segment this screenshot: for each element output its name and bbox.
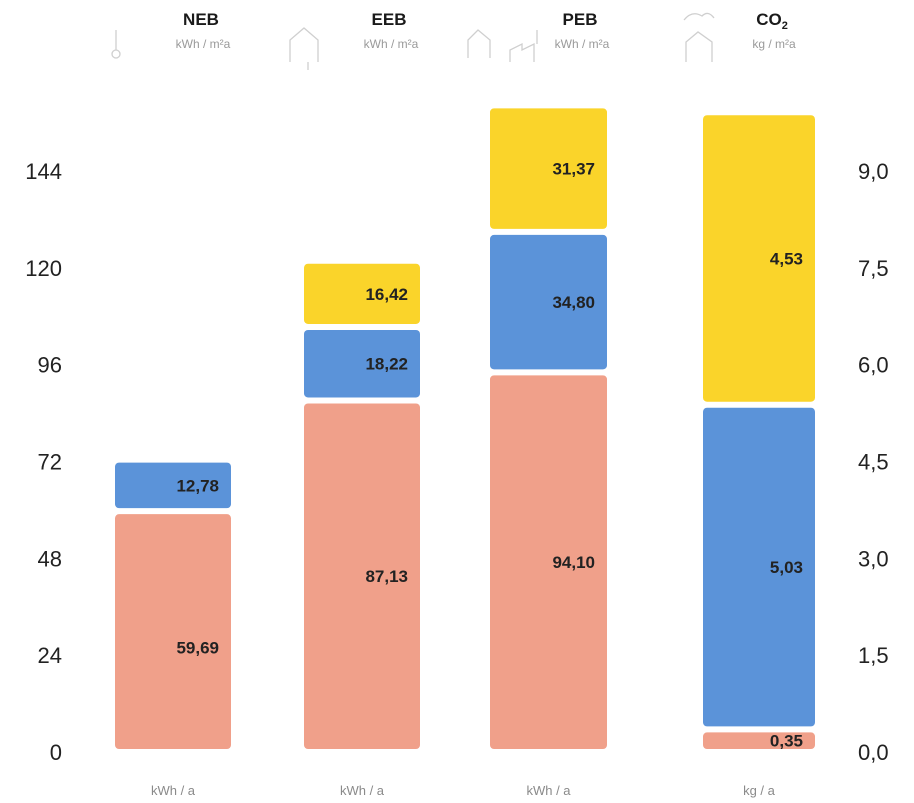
category-unit-bottom: kWh / a (526, 783, 571, 798)
bar-segment (304, 329, 420, 398)
category-unit-bottom: kWh / a (340, 783, 385, 798)
left-axis-tick-label: 24 (38, 643, 62, 668)
cloud-house-icon (683, 12, 715, 62)
left-axis-tick-label: 144 (25, 159, 62, 184)
bar-value-label: 5,03 (770, 558, 803, 577)
bar-value-label: 4,53 (770, 249, 803, 268)
bar-segment (490, 108, 607, 229)
bar-value-label: 87,13 (365, 567, 408, 586)
category-title: PEB (563, 10, 598, 29)
bar-value-label: 12,78 (176, 476, 219, 495)
right-axis-tick-label: 7,5 (858, 256, 889, 281)
house-factory-icon (467, 29, 538, 62)
right-axis-tick-label: 0,0 (858, 740, 889, 765)
category-title: EEB (372, 10, 407, 29)
bar-segment (490, 234, 607, 370)
left-axis-tick-label: 72 (38, 450, 62, 475)
left-axis-tick-label: 48 (38, 546, 62, 571)
left-axis-tick-label: 0 (50, 740, 62, 765)
bar-value-label: 31,37 (552, 160, 595, 179)
category-title: CO2 (756, 10, 788, 32)
bar-value-label: 59,69 (176, 638, 219, 657)
category-title-subscript: 2 (782, 20, 788, 32)
bar-value-label: 94,10 (552, 553, 595, 572)
bar-value-label: 0,35 (770, 732, 803, 751)
thermometer-icon (111, 30, 121, 59)
bar-segment (115, 462, 231, 509)
right-axis-tick-label: 6,0 (858, 353, 889, 378)
right-axis-tick-label: 3,0 (858, 546, 889, 571)
right-axis-tick-label: 4,5 (858, 450, 889, 475)
category-unit-bottom: kWh / a (151, 783, 196, 798)
category-unit-bottom: kg / a (743, 783, 776, 798)
bar-value-label: 16,42 (365, 285, 408, 304)
bar-segment (703, 115, 815, 402)
bar-segment (490, 375, 607, 749)
bar-value-label: 18,22 (365, 355, 408, 374)
house-icon (289, 27, 319, 70)
bar-segment (304, 403, 420, 749)
category-unit-top: kg / m²a (752, 37, 796, 51)
bar-segment (115, 514, 231, 749)
left-axis-tick-label: 96 (38, 353, 62, 378)
bar-segment (703, 407, 815, 727)
bar-segment (304, 263, 420, 324)
left-axis-tick-label: 120 (25, 256, 62, 281)
category-unit-top: kWh / m²a (555, 37, 610, 51)
category-unit-top: kWh / m²a (176, 37, 231, 51)
right-axis-tick-label: 9,0 (858, 159, 889, 184)
bar-value-label: 34,80 (552, 293, 595, 312)
right-axis-tick-label: 1,5 (858, 643, 889, 668)
category-unit-top: kWh / m²a (364, 37, 419, 51)
category-title: NEB (183, 10, 219, 29)
bar-segment (703, 732, 815, 749)
